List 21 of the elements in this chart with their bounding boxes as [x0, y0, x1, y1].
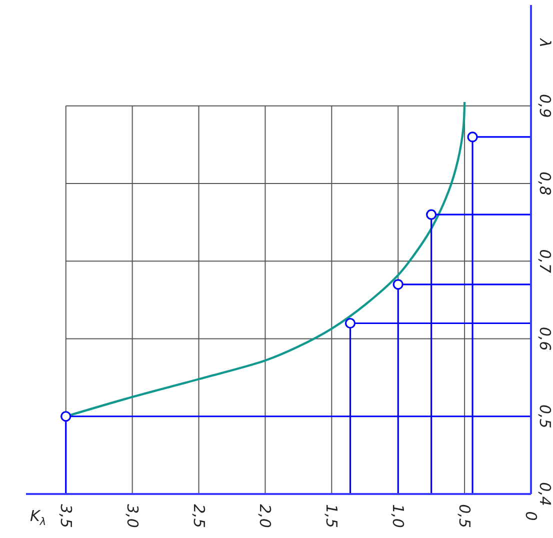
y-tick-label: 0,4	[536, 482, 553, 506]
x-tick-label: 1,0	[389, 504, 408, 528]
point	[467, 132, 478, 142]
y-axis-title: λ	[536, 38, 553, 48]
x-tick-label: 2,5	[190, 504, 208, 528]
y-tick-label: 0,8	[536, 172, 553, 196]
x-axis-title: K$_{λ}$	[30, 507, 46, 528]
point	[60, 411, 72, 422]
point	[392, 279, 404, 290]
x-tick-label: 1,5	[322, 504, 341, 528]
x-tick-label: 0	[522, 511, 540, 521]
x-tick-label: 3,5	[56, 504, 75, 528]
point	[426, 209, 437, 220]
y-tick-label: 0,5	[536, 404, 553, 428]
y-tick-label: 0,6	[536, 326, 553, 351]
x-tick-label: 2,0	[256, 504, 274, 528]
x-tick-label: 0,5	[456, 504, 474, 528]
x-tick-label: 3,0	[123, 504, 142, 528]
point	[344, 318, 356, 329]
y-tick-label: 0,9	[536, 94, 553, 118]
y-tick-label: 0,7	[536, 249, 553, 274]
